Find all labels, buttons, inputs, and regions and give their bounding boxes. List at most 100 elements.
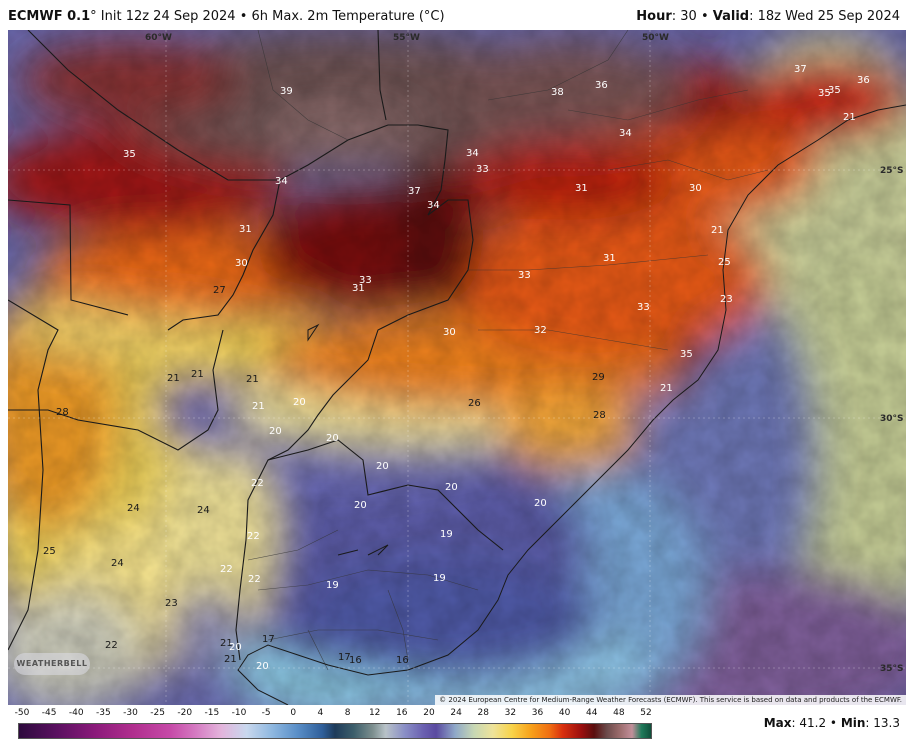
- colorbar-tick-label: -50: [14, 708, 30, 718]
- colorbar-tick-label: 12: [368, 708, 381, 718]
- colorbar-tick-label: 0: [290, 708, 297, 718]
- temperature-label: 35: [680, 349, 693, 360]
- temperature-label: 26: [468, 398, 481, 409]
- longitude-label: 60°W: [145, 33, 172, 43]
- temperature-label: 36: [595, 80, 608, 91]
- latitude-label: 25°S: [880, 166, 904, 176]
- longitude-label: 55°W: [393, 33, 420, 43]
- max-label: Max: [763, 716, 792, 730]
- temperature-label: 37: [408, 186, 421, 197]
- temperature-labels: 39 38 36 37 35 36 35 34 35 34 33 37 34 3…: [43, 64, 870, 672]
- temperature-label: 31: [603, 253, 616, 264]
- colorbar-tick-label: -5: [261, 708, 271, 718]
- colorbar-tick-label: 24: [450, 708, 462, 718]
- temperature-label: 21: [711, 225, 724, 236]
- colorbar-tick-label: -25: [150, 708, 165, 718]
- colorbar: [18, 723, 652, 739]
- temperature-label: 19: [326, 580, 339, 591]
- temperature-label: 21: [660, 383, 673, 394]
- colorbar-tick-label: 52: [640, 708, 652, 718]
- temperature-label: 23: [720, 294, 733, 305]
- temperature-label: 20: [445, 482, 458, 493]
- hour-label: Hour: [636, 9, 672, 24]
- temperature-label: 30: [235, 258, 248, 269]
- temperature-label: 21: [191, 369, 204, 380]
- temperature-label: 24: [127, 503, 140, 514]
- temperature-label: 33: [359, 275, 372, 286]
- temperature-label: 19: [440, 529, 453, 540]
- colorbar-tick-label: 48: [613, 708, 625, 718]
- colorbar-tick-label: 36: [531, 708, 544, 718]
- colorbar-tick-label: -20: [177, 708, 193, 718]
- latitude-label: 35°S: [880, 664, 904, 674]
- temperature-label: 20: [293, 397, 306, 408]
- init-and-field: Init 12z 24 Sep 2024 • 6h Max. 2m Temper…: [96, 9, 445, 24]
- valid-time: Hour: 30 • Valid: 18z Wed 25 Sep 2024: [636, 9, 900, 24]
- temperature-label: 22: [220, 564, 233, 575]
- attribution-text: © 2024 European Centre for Medium-Range …: [435, 695, 906, 705]
- temperature-label: 32: [534, 325, 547, 336]
- colorbar-tick-label: -45: [41, 708, 57, 718]
- temperature-label: 38: [551, 87, 564, 98]
- valid-value: : 18z Wed 25 Sep 2024: [749, 9, 900, 24]
- temperature-label: 24: [111, 558, 124, 569]
- temperature-label: 37: [794, 64, 807, 75]
- temperature-label: 36: [857, 75, 870, 86]
- longitude-label: 50°W: [642, 33, 669, 43]
- temperature-label: 20: [376, 461, 389, 472]
- colorbar-ticks: -50 -45 -40 -35 -30 -25 -20 -15 -10 -5 0 4 8 12 16 20 24…: [14, 708, 658, 720]
- colorbar-tick-label: 20: [423, 708, 435, 718]
- colorbar-tick-label: -30: [123, 708, 138, 718]
- temperature-label: 35: [828, 85, 841, 96]
- country-borders: [8, 30, 504, 661]
- colorbar-tick-label: -35: [96, 708, 111, 718]
- temperature-label: 20: [229, 642, 242, 653]
- colorbar-tick-label: 16: [396, 708, 408, 718]
- coastline: [237, 104, 906, 705]
- temperature-label: 28: [593, 410, 606, 421]
- temperature-label: 20: [534, 498, 547, 509]
- temperature-label: 21: [252, 401, 265, 412]
- temperature-label: 22: [105, 640, 118, 651]
- temperature-label: 22: [247, 531, 260, 542]
- hour-value: : 30 •: [671, 9, 713, 24]
- temperature-label: 20: [326, 433, 339, 444]
- temperature-label: 20: [269, 426, 282, 437]
- colorbar-tick-label: 28: [477, 708, 489, 718]
- colorbar-tick-label: 44: [586, 708, 598, 718]
- colorbar-tick-label: 8: [344, 708, 351, 718]
- min-value: : 13.3: [865, 716, 900, 730]
- temperature-label: 20: [256, 661, 269, 672]
- temperature-label: 31: [352, 283, 365, 294]
- temperature-label: 19: [433, 573, 446, 584]
- temperature-label: 34: [275, 176, 288, 187]
- temperature-label: 34: [466, 148, 479, 159]
- temperature-label: 30: [443, 327, 456, 338]
- colorbar-tick-label: 4: [317, 708, 324, 718]
- temperature-map[interactable]: 60°W 55°W 50°W 25°S 30°S 35°S 39 38 36 3…: [8, 30, 906, 705]
- temperature-label: 28: [56, 407, 69, 418]
- temperature-label: 27: [213, 285, 226, 296]
- latitude-label: 30°S: [880, 414, 904, 424]
- colorbar-tick-label: -15: [204, 708, 220, 718]
- degree-mark: °: [90, 9, 97, 24]
- temperature-label: 30: [689, 183, 702, 194]
- temperature-label: 33: [518, 270, 531, 281]
- colorbar-tick-label: -40: [68, 708, 84, 718]
- min-label: Min: [840, 716, 866, 730]
- temperature-label: 34: [427, 200, 440, 211]
- state-lines: [247, 30, 769, 671]
- texture-overlay: [8, 30, 906, 705]
- temperature-label: 21: [220, 638, 233, 649]
- valid-label: Valid: [712, 9, 750, 24]
- temperature-label: 35: [123, 149, 136, 160]
- temperature-label: 22: [248, 574, 261, 585]
- temperature-label: 21: [246, 374, 259, 385]
- temperature-label: 17: [338, 652, 351, 663]
- header-bar: ECMWF 0.1° Init 12z 24 Sep 2024 • 6h Max…: [0, 0, 914, 30]
- temperature-label: 35: [818, 88, 831, 99]
- colorbar-tick-label: -10: [231, 708, 247, 718]
- temperature-label: 34: [619, 128, 632, 139]
- temperature-label: 16: [349, 655, 362, 666]
- colorbar-tick-label: 32: [504, 708, 517, 718]
